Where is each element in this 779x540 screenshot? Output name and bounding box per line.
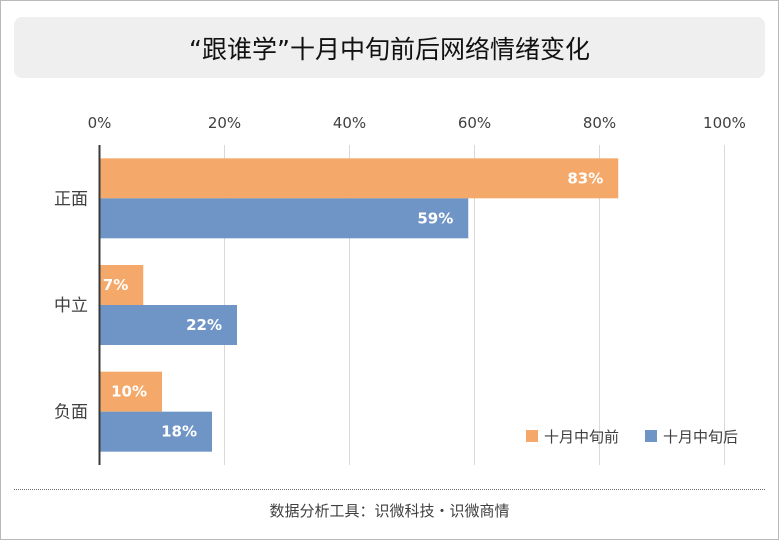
footer-divider <box>14 489 765 490</box>
data-label: 83% <box>567 169 603 187</box>
bar-before <box>99 371 162 412</box>
category-label: 中立 <box>54 296 88 316</box>
title-box: “跟谁学”十月中旬前后网络情绪变化 <box>14 17 765 78</box>
x-tick-label: 100% <box>703 114 746 132</box>
legend: 十月中旬前 十月中旬后 <box>526 428 738 446</box>
legend-label: 十月中旬前 <box>544 428 619 446</box>
legend-swatch <box>526 430 538 442</box>
category-label: 正面 <box>54 189 88 209</box>
bars: 83% 59% 7% 22% 10% 18% <box>99 158 619 452</box>
data-label: 22% <box>186 316 222 334</box>
category-label: 负面 <box>54 403 88 423</box>
x-tick-label: 20% <box>208 114 241 132</box>
data-label: 59% <box>417 209 453 227</box>
x-tick-label: 40% <box>333 114 366 132</box>
chart-title: “跟谁学”十月中旬前后网络情绪变化 <box>189 34 590 64</box>
legend-label: 十月中旬后 <box>663 428 738 446</box>
bar-before <box>99 265 144 305</box>
data-label: 18% <box>161 423 197 441</box>
x-tick-label: 0% <box>88 114 112 132</box>
x-tick-labels: 0% 20% 40% 60% 80% 100% <box>88 114 746 132</box>
data-label: 7% <box>103 276 128 294</box>
bar-after <box>99 305 237 345</box>
x-tick-label: 80% <box>583 114 616 132</box>
data-label: 10% <box>111 383 147 401</box>
x-tick-label: 60% <box>458 114 491 132</box>
bar-before <box>99 158 619 199</box>
footer-source: 数据分析工具：识微科技・识微商情 <box>269 502 510 520</box>
bar-after <box>99 198 469 239</box>
legend-swatch <box>645 430 657 442</box>
bar-after <box>99 411 212 452</box>
